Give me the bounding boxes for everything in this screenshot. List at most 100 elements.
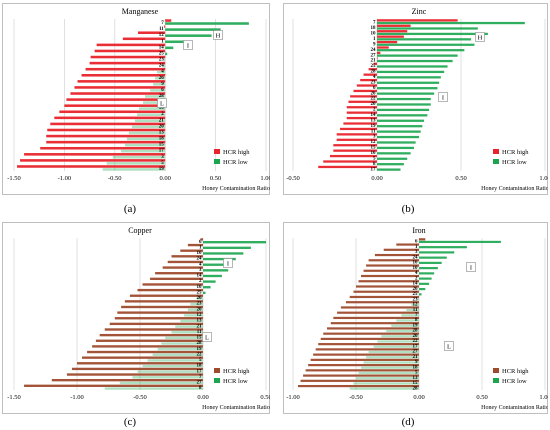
bar-hcr-low [377,38,472,41]
category-label: 9 [373,42,376,47]
category-label: 1 [415,245,418,250]
bar-hcr-low [165,28,221,31]
bar-hcr-high [85,67,166,71]
x-tick-label: 1.00 [260,175,270,182]
category-label: 11 [413,308,418,313]
bar-hcr-high [313,353,419,356]
bar-hcr-low [175,325,203,328]
bar-hcr-low [419,261,442,264]
bar-hcr-low [203,274,222,278]
bar-hcr-low [165,40,188,44]
bar-hcr-low [419,287,426,291]
bar-hcr-high [377,30,408,33]
bar-hcr-high [137,31,166,34]
bar-hcr-low [187,308,203,311]
legend-swatch-high [214,368,220,373]
bar-hcr-high [77,80,166,83]
category-label: 15 [197,336,203,341]
category-label: 20 [371,102,377,107]
bar-hcr-high [137,288,203,292]
category-label: 9 [161,82,164,87]
bar-hcr-low [377,125,423,128]
x-axis-label: Honey Contamination Ratio [202,405,270,411]
category-label: 2 [373,108,376,113]
chart-title: Iron [412,226,425,235]
bar-hcr-high [150,277,203,281]
bar-hcr-high [303,374,419,377]
bar-hcr-high [349,295,419,299]
legend-swatch-low [493,378,499,383]
bar-hcr-low [377,157,408,160]
bar-hcr-low [165,34,212,37]
category-label: 5 [161,161,164,166]
x-tick-label: -0.50 [133,394,147,401]
bar-hcr-high [117,311,203,314]
category-label: 17 [159,149,165,154]
zone-label-box [466,262,476,272]
bar-hcr-high [92,345,203,348]
bar-hcr-low [136,113,166,116]
bar-hcr-low [377,119,425,122]
bar-hcr-high [374,253,419,257]
bar-hcr-high [51,378,203,382]
bar-hcr-high [87,350,203,354]
bar-hcr-low [366,356,419,359]
bar-hcr-high [20,159,166,162]
bar-hcr-low [377,141,416,144]
category-label: 26 [371,91,377,96]
bar-hcr-high [340,127,377,131]
bar-hcr-high [171,255,203,258]
legend-swatch-low [214,159,220,164]
category-label: 2 [199,279,202,284]
bar-hcr-high [353,290,419,293]
bar-hcr-low [157,70,166,74]
legend-swatch-high [214,149,220,154]
bar-hcr-high [329,154,377,158]
panel-label-a: (a) [123,203,137,215]
bar-hcr-high [361,274,419,278]
bar-hcr-low [119,381,203,385]
category-label: 23 [371,80,377,85]
category-label: 21 [197,324,203,329]
zone-label-box [475,32,485,42]
bar-hcr-high [165,19,172,22]
bar-hcr-high [50,122,166,126]
x-axis-label: Honey Contamination Ratio [202,186,270,192]
bar-hcr-high [82,356,203,359]
bar-hcr-low [106,162,166,165]
bar-hcr-high [346,106,377,109]
bar-hcr-high [109,322,203,326]
bar-hcr-low [391,324,419,327]
zone-label: H [216,33,221,40]
x-tick-label: -1.50 [7,175,21,182]
category-label: 28 [197,341,203,346]
category-label: 16 [159,106,165,111]
category-label: 13 [413,376,419,381]
category-label: 7 [415,313,418,318]
bar-hcr-high [366,264,419,267]
category-label: 8 [415,318,418,323]
category-label: 6 [199,240,202,245]
x-tick-label: -1.00 [70,394,84,401]
bar-hcr-high [77,362,203,365]
bar-hcr-low [377,114,428,117]
bar-hcr-low [419,267,438,270]
bar-hcr-high [377,19,458,22]
bar-hcr-high [340,306,419,309]
category-label: 10 [197,285,203,290]
bar-hcr-high [200,238,203,241]
bar-hcr-low [180,319,203,323]
category-label: 18 [197,364,203,369]
category-label: 3 [415,250,418,255]
bar-hcr-high [336,138,377,141]
panel-label-c: (c) [123,416,137,428]
bar-hcr-low [406,308,419,312]
bar-hcr-high [155,272,203,275]
bar-hcr-high [396,243,419,246]
bar-hcr-high [363,269,419,272]
bar-hcr-high [24,384,203,387]
bar-hcr-low [377,340,419,343]
category-label: 4 [161,70,164,75]
category-label: 22 [371,97,377,102]
category-label: 5 [373,156,376,161]
